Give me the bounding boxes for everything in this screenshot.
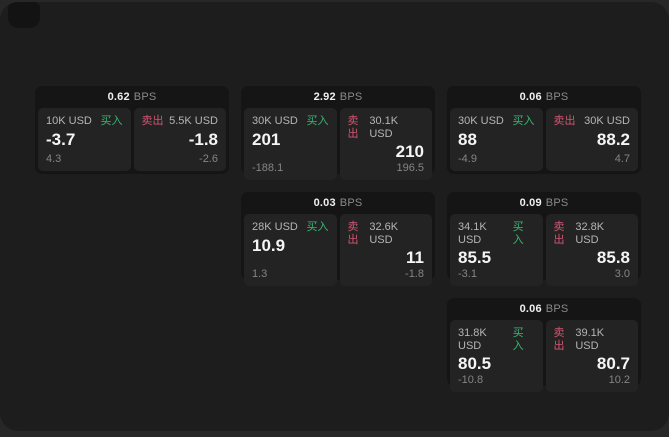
buy-panel[interactable]: 10K USD 买入 -3.7 4.3 bbox=[38, 108, 131, 171]
bps-unit-label: BPS bbox=[545, 197, 569, 209]
card-body: 10K USD 买入 -3.7 4.3 卖出 5.5K USD -1.8 -2.… bbox=[35, 108, 229, 174]
quote-card: 0.06 BPS 30K USD 买入 88 -4.9 卖出 30K USD bbox=[447, 86, 641, 174]
buy-panel[interactable]: 28K USD 买入 10.9 1.3 bbox=[244, 214, 337, 287]
buy-delta: 4.3 bbox=[46, 152, 62, 165]
sell-panel[interactable]: 卖出 32.6K USD 11 -1.8 bbox=[339, 214, 432, 287]
card-header: 0.06 BPS bbox=[447, 298, 641, 320]
sell-label[interactable]: 卖出 bbox=[347, 115, 359, 140]
buy-amount: 30K USD bbox=[252, 115, 298, 127]
sell-delta: 196.5 bbox=[396, 161, 424, 174]
buy-price: 201 bbox=[252, 129, 281, 149]
card-header: 0.62 BPS bbox=[35, 86, 229, 108]
buy-label[interactable]: 买入 bbox=[512, 327, 524, 352]
sell-delta: -1.8 bbox=[405, 267, 424, 280]
card-header: 0.03 BPS bbox=[241, 192, 435, 214]
card-body: 30K USD 买入 201 -188.1 卖出 30.1K USD 210 1… bbox=[241, 108, 435, 183]
sell-delta: 10.2 bbox=[608, 373, 630, 386]
card-body: 28K USD 买入 10.9 1.3 卖出 32.6K USD 11 -1.8 bbox=[241, 214, 435, 289]
sell-price: 85.8 bbox=[596, 248, 630, 268]
buy-price: -3.7 bbox=[46, 129, 76, 149]
buy-label[interactable]: 买入 bbox=[100, 115, 123, 127]
quote-card: 0.03 BPS 28K USD 买入 10.9 1.3 卖出 32.6K US… bbox=[241, 192, 435, 287]
buy-panel[interactable]: 31.8K USD 买入 80.5 -10.8 bbox=[450, 320, 543, 393]
buy-label[interactable]: 买入 bbox=[306, 221, 329, 233]
card-header: 0.09 BPS bbox=[447, 192, 641, 214]
buy-label[interactable]: 买入 bbox=[512, 221, 524, 246]
buy-delta: -4.9 bbox=[458, 152, 477, 165]
sell-label[interactable]: 卖出 bbox=[553, 115, 576, 127]
card-body: 31.8K USD 买入 80.5 -10.8 卖出 39.1K USD 80.… bbox=[447, 320, 641, 395]
quote-card: 2.92 BPS 30K USD 买入 201 -188.1 卖出 30.1K … bbox=[241, 86, 435, 181]
sell-amount: 39.1K USD bbox=[575, 327, 605, 352]
bps-unit-label: BPS bbox=[545, 91, 569, 103]
buy-amount: 34.1K USD bbox=[458, 221, 487, 246]
card-body: 30K USD 买入 88 -4.9 卖出 30K USD 88.2 4.7 bbox=[447, 108, 641, 174]
bps-unit-label: BPS bbox=[339, 91, 363, 103]
card-body: 34.1K USD 买入 85.5 -3.1 卖出 32.8K USD 85.8… bbox=[447, 214, 641, 289]
buy-amount: 10K USD bbox=[46, 115, 92, 127]
buy-amount: 28K USD bbox=[252, 221, 298, 233]
sell-amount: 32.8K USD bbox=[575, 221, 605, 246]
buy-delta: -3.1 bbox=[458, 267, 477, 280]
sell-panel[interactable]: 卖出 39.1K USD 80.7 10.2 bbox=[545, 320, 638, 393]
sell-price: 88.2 bbox=[596, 129, 630, 149]
sell-amount: 32.6K USD bbox=[369, 221, 399, 246]
buy-price: 10.9 bbox=[252, 235, 286, 255]
card-header: 2.92 BPS bbox=[241, 86, 435, 108]
quote-cards-grid: 0.62 BPS 10K USD 买入 -3.7 4.3 卖出 5.5K USD bbox=[35, 86, 641, 393]
sell-panel[interactable]: 卖出 32.8K USD 85.8 3.0 bbox=[545, 214, 638, 287]
sell-panel[interactable]: 卖出 5.5K USD -1.8 -2.6 bbox=[133, 108, 226, 171]
buy-delta: -10.8 bbox=[458, 373, 484, 386]
buy-panel[interactable]: 34.1K USD 买入 85.5 -3.1 bbox=[450, 214, 543, 287]
sell-delta: -2.6 bbox=[199, 152, 218, 165]
corner-tile bbox=[8, 2, 40, 28]
sell-price: 80.7 bbox=[596, 354, 630, 374]
sell-label[interactable]: 卖出 bbox=[553, 221, 565, 246]
sell-price: 11 bbox=[406, 248, 424, 268]
card-header: 0.06 BPS bbox=[447, 86, 641, 108]
sell-label[interactable]: 卖出 bbox=[553, 327, 565, 352]
bps-value: 0.03 bbox=[313, 197, 336, 209]
sell-delta: 3.0 bbox=[614, 267, 630, 280]
sell-amount: 30K USD bbox=[584, 115, 630, 127]
quote-card: 0.62 BPS 10K USD 买入 -3.7 4.3 卖出 5.5K USD bbox=[35, 86, 229, 174]
sell-price: -1.8 bbox=[188, 129, 218, 149]
bps-unit-label: BPS bbox=[339, 197, 363, 209]
bps-value: 0.06 bbox=[519, 303, 542, 315]
buy-label[interactable]: 买入 bbox=[306, 115, 329, 127]
sell-amount: 30.1K USD bbox=[369, 115, 399, 140]
sell-panel[interactable]: 卖出 30.1K USD 210 196.5 bbox=[339, 108, 432, 181]
buy-price: 88 bbox=[458, 129, 477, 149]
quote-card: 0.09 BPS 34.1K USD 买入 85.5 -3.1 卖出 32.8K… bbox=[447, 192, 641, 287]
bps-unit-label: BPS bbox=[133, 91, 157, 103]
bps-value: 0.62 bbox=[107, 91, 130, 103]
bps-unit-label: BPS bbox=[545, 303, 569, 315]
sell-delta: 4.7 bbox=[614, 152, 630, 165]
bps-value: 0.06 bbox=[519, 91, 542, 103]
sell-label[interactable]: 卖出 bbox=[141, 115, 164, 127]
buy-panel[interactable]: 30K USD 买入 88 -4.9 bbox=[450, 108, 543, 171]
buy-price: 85.5 bbox=[458, 248, 492, 268]
buy-amount: 31.8K USD bbox=[458, 327, 487, 352]
bps-value: 0.09 bbox=[519, 197, 542, 209]
sell-panel[interactable]: 卖出 30K USD 88.2 4.7 bbox=[545, 108, 638, 171]
buy-amount: 30K USD bbox=[458, 115, 504, 127]
sell-label[interactable]: 卖出 bbox=[347, 221, 359, 246]
quote-card: 0.06 BPS 31.8K USD 买入 80.5 -10.8 卖出 39.1… bbox=[447, 298, 641, 393]
sell-price: 210 bbox=[395, 142, 424, 162]
sell-amount: 5.5K USD bbox=[169, 115, 218, 127]
buy-label[interactable]: 买入 bbox=[512, 115, 535, 127]
bps-value: 2.92 bbox=[313, 91, 336, 103]
buy-delta: 1.3 bbox=[252, 267, 268, 280]
buy-panel[interactable]: 30K USD 买入 201 -188.1 bbox=[244, 108, 337, 181]
buy-delta: -188.1 bbox=[252, 161, 284, 174]
buy-price: 80.5 bbox=[458, 354, 492, 374]
